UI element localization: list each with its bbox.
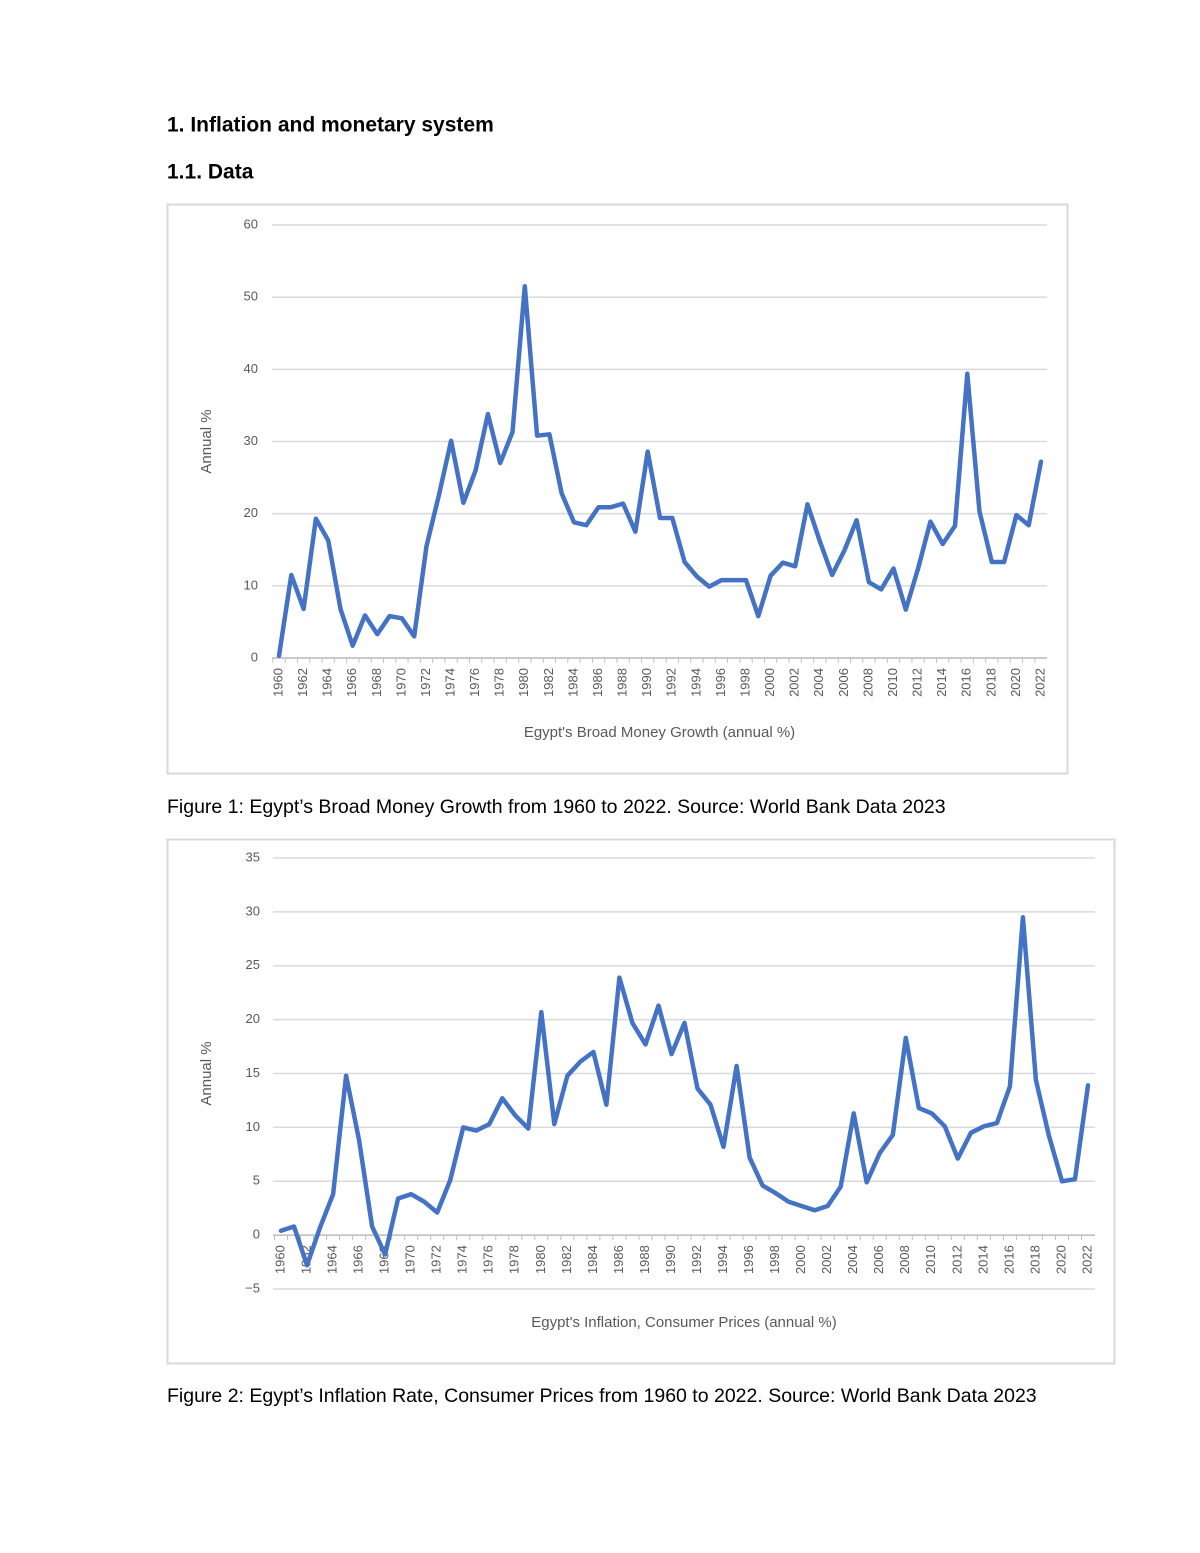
y-tick-label: −5 xyxy=(245,1280,260,1295)
y-axis-title: Annual % xyxy=(198,1041,215,1105)
x-tick-label: 1964 xyxy=(325,1245,340,1274)
x-tick-label: 2012 xyxy=(910,668,925,697)
x-tick-label: 2022 xyxy=(1079,1245,1094,1274)
x-tick-label: 1996 xyxy=(713,668,728,697)
x-tick-label: 2016 xyxy=(959,668,974,697)
x-tick-label: 1990 xyxy=(663,1245,678,1274)
data-line xyxy=(278,915,1091,1268)
x-tick-label: 1966 xyxy=(344,668,359,697)
x-tick-label: 1960 xyxy=(272,1245,287,1274)
y-tick-label: 25 xyxy=(246,957,260,972)
x-tick-label: 2008 xyxy=(860,668,875,697)
y-tick-label: 5 xyxy=(253,1173,260,1188)
x-tick-label: 1960 xyxy=(270,668,285,697)
x-tick-label: 1976 xyxy=(467,668,482,697)
y-tick-label: 40 xyxy=(244,361,258,376)
y-tick-label: 15 xyxy=(246,1065,260,1080)
x-tick-label: 2002 xyxy=(787,668,802,697)
x-tick-label: 1968 xyxy=(369,668,384,697)
x-tick-label: 2004 xyxy=(811,668,826,697)
x-tick-label: 2010 xyxy=(923,1245,938,1274)
x-tick-label: 2022 xyxy=(1032,668,1047,697)
y-tick-label: 50 xyxy=(244,289,258,304)
x-tick-label: 2002 xyxy=(819,1245,834,1274)
x-tick-label: 1998 xyxy=(767,1245,782,1274)
x-tick-label: 1980 xyxy=(533,1245,548,1274)
x-tick-label: 2020 xyxy=(1053,1245,1068,1274)
x-tick-label: 1982 xyxy=(541,668,556,697)
x-axis-title: Egypt's Inflation, Consumer Prices (annu… xyxy=(531,1314,837,1331)
x-tick-label: 1978 xyxy=(507,1245,522,1274)
y-tick-label: 20 xyxy=(244,505,258,520)
x-tick-label: 1986 xyxy=(611,1245,626,1274)
y-tick-label: 30 xyxy=(244,433,258,448)
x-tick-label: 1984 xyxy=(585,1245,600,1274)
x-tick-label: 1990 xyxy=(639,668,654,697)
x-tick-label: 1982 xyxy=(559,1245,574,1274)
chart-frame xyxy=(166,203,1069,775)
chart-frame xyxy=(166,838,1116,1365)
x-tick-label: 1986 xyxy=(590,668,605,697)
x-tick-label: 1970 xyxy=(403,1245,418,1274)
x-tick-label: 1996 xyxy=(741,1245,756,1274)
caption: Figure 1: Egypt’s Broad Money Growth fro… xyxy=(167,796,946,818)
x-tick-label: 2000 xyxy=(762,668,777,697)
x-tick-label: 2012 xyxy=(949,1245,964,1274)
subheading: 1.1. Data xyxy=(167,161,254,184)
x-tick-label: 1970 xyxy=(393,668,408,697)
x-tick-label: 1974 xyxy=(443,668,458,697)
x-tick-label: 1988 xyxy=(615,668,630,697)
caption: Figure 2: Egypt’s Inflation Rate, Consum… xyxy=(167,1385,1037,1407)
x-tick-label: 1992 xyxy=(689,1245,704,1274)
x-tick-label: 2006 xyxy=(871,1245,886,1274)
heading: 1. Inflation and monetary system xyxy=(167,114,494,137)
x-tick-label: 1964 xyxy=(320,668,335,697)
x-tick-label: 1994 xyxy=(715,1245,730,1274)
y-tick-label: 0 xyxy=(253,1227,260,1242)
x-tick-label: 1984 xyxy=(565,668,580,697)
x-tick-label: 1972 xyxy=(429,1245,444,1274)
x-tick-label: 2006 xyxy=(836,668,851,697)
x-tick-label: 1978 xyxy=(492,668,507,697)
x-tick-label: 1980 xyxy=(516,668,531,697)
x-tick-label: 1992 xyxy=(664,668,679,697)
x-tick-label: 2018 xyxy=(983,668,998,697)
x-tick-label: 1962 xyxy=(295,668,310,697)
y-tick-label: 0 xyxy=(251,649,258,664)
y-tick-label: 20 xyxy=(246,1011,260,1026)
x-tick-label: 1994 xyxy=(688,668,703,697)
x-tick-label: 2000 xyxy=(793,1245,808,1274)
x-tick-label: 1998 xyxy=(737,668,752,697)
x-tick-label: 1974 xyxy=(455,1245,470,1274)
y-axis-title: Annual % xyxy=(198,409,215,473)
x-tick-label: 1966 xyxy=(351,1245,366,1274)
x-axis-title: Egypt's Broad Money Growth (annual %) xyxy=(524,724,795,741)
x-tick-label: 2014 xyxy=(934,668,949,697)
x-tick-label: 1988 xyxy=(637,1245,652,1274)
y-tick-label: 10 xyxy=(244,577,258,592)
data-line xyxy=(276,284,1044,659)
x-tick-label: 2008 xyxy=(897,1245,912,1274)
y-tick-label: 30 xyxy=(246,903,260,918)
x-tick-label: 1972 xyxy=(418,668,433,697)
x-tick-label: 2004 xyxy=(845,1245,860,1274)
y-tick-label: 60 xyxy=(244,216,258,231)
x-tick-label: 2020 xyxy=(1008,668,1023,697)
y-tick-label: 10 xyxy=(246,1119,260,1134)
x-tick-label: 1976 xyxy=(481,1245,496,1274)
x-tick-label: 2014 xyxy=(975,1245,990,1274)
x-tick-label: 2018 xyxy=(1027,1245,1042,1274)
x-tick-label: 2010 xyxy=(885,668,900,697)
y-tick-label: 35 xyxy=(246,849,260,864)
x-tick-label: 2016 xyxy=(1001,1245,1016,1274)
